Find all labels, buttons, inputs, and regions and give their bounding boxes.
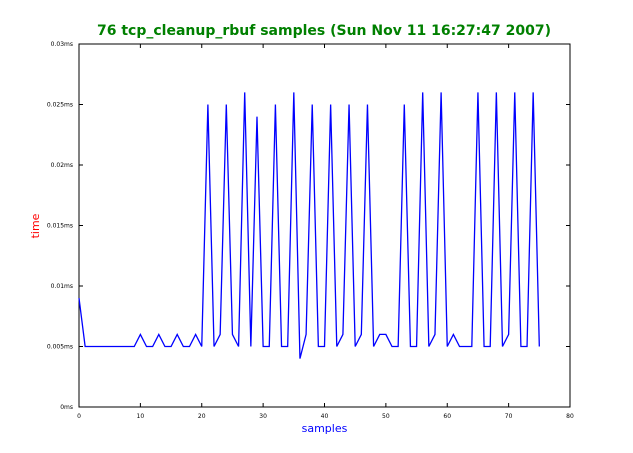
x-tick-label: 70 xyxy=(505,413,513,420)
x-tick-label: 20 xyxy=(198,413,206,420)
y-tick-label: 0.02ms xyxy=(51,162,73,169)
series-line xyxy=(78,92,540,359)
y-tick-label: 0ms xyxy=(60,404,73,411)
y-tick-label: 0.005ms xyxy=(47,344,73,351)
y-tick-label: 0.01ms xyxy=(51,283,73,290)
x-tick-label: 30 xyxy=(259,413,267,420)
y-tick-label: 0.03ms xyxy=(51,41,73,48)
x-tick-label: 80 xyxy=(566,413,574,420)
x-tick-label: 60 xyxy=(443,413,451,420)
x-tick-label: 10 xyxy=(137,413,145,420)
y-axis: 0ms 0.005ms 0.01ms 0.015ms 0.02ms 0.025ms 0.03… xyxy=(47,41,570,411)
x-axis-label: samples xyxy=(302,422,348,435)
y-axis-label: time xyxy=(29,213,42,238)
x-axis: 0 10 20 30 40 50 60 70 80 xyxy=(77,44,574,420)
x-tick-label: 40 xyxy=(321,413,329,420)
x-tick-label: 50 xyxy=(382,413,390,420)
chart-title: 76 tcp_cleanup_rbuf samples (Sun Nov 11 … xyxy=(97,23,551,39)
x-tick-label: 0 xyxy=(77,413,81,420)
y-tick-label: 0.015ms xyxy=(47,223,73,230)
y-tick-label: 0.025ms xyxy=(47,102,73,109)
